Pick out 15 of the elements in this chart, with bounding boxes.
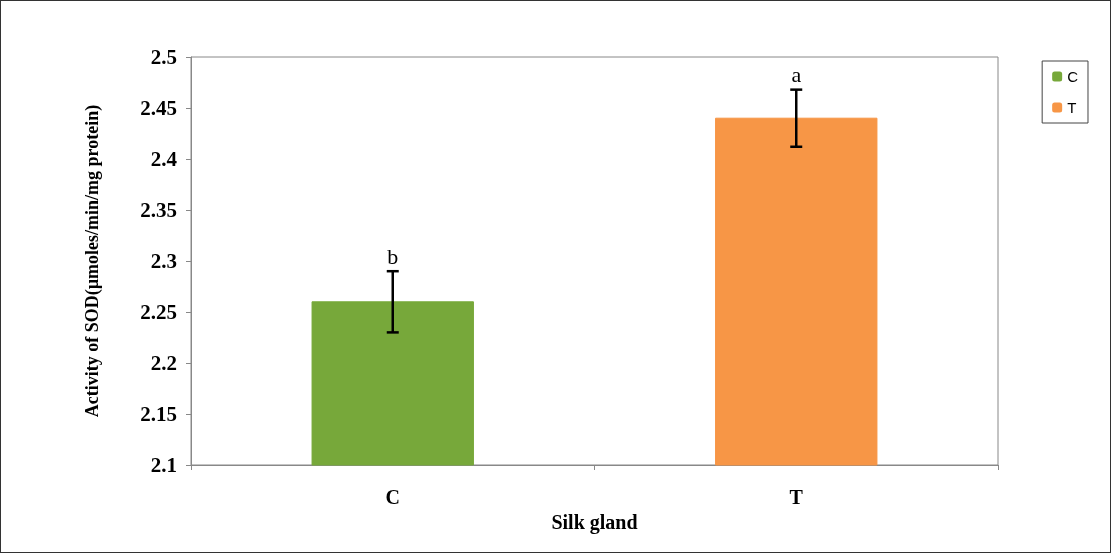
- y-tick-label: 2.15: [140, 402, 177, 426]
- y-tick-label: 2.45: [140, 96, 177, 120]
- legend-label: T: [1067, 99, 1077, 116]
- y-tick-label: 2.1: [150, 453, 177, 477]
- annotation: b: [387, 243, 399, 269]
- annotation: a: [791, 62, 802, 88]
- x-axis-title: Silk gland: [551, 510, 638, 534]
- y-axis-title: Activity of SOD(µmoles/min/mg protein): [82, 104, 103, 418]
- legend-label: C: [1067, 68, 1079, 85]
- y-tick-label: 2.5: [150, 45, 177, 69]
- y-tick-label: 2.2: [150, 351, 177, 375]
- y-tick-label: 2.4: [150, 147, 178, 171]
- y-tick-label: 2.35: [140, 198, 177, 222]
- y-tick-label: 2.25: [140, 300, 177, 324]
- y-tick-label: 2.3: [150, 249, 177, 273]
